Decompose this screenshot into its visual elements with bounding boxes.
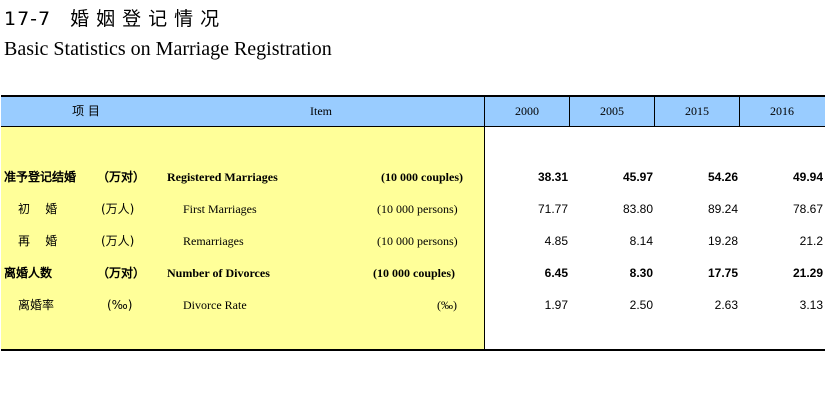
header-divider: [739, 97, 740, 126]
header-divider: [654, 97, 655, 126]
header-year-2000: 2000: [515, 104, 539, 118]
row-label-en: Remarriages: [183, 234, 244, 248]
row-unit-cn: （万对）: [97, 266, 146, 280]
table-row-remarriages: 再 婚 (万人) Remarriages (10 000 persons) 4.…: [1, 230, 825, 252]
value-2005: 83.80: [622, 202, 653, 216]
row-label-en: Divorce Rate: [183, 298, 247, 312]
row-unit-en: (‰): [437, 298, 457, 312]
row-unit-cn: (万人): [101, 202, 135, 216]
row-label-en: Registered Marriages: [167, 170, 278, 184]
value-2015: 19.28: [707, 234, 738, 248]
row-label-cn: 离婚人数: [4, 266, 53, 280]
value-2000: 71.77: [537, 202, 568, 216]
table-row-number-of-divorces: 离婚人数 （万对） Number of Divorces (10 000 cou…: [1, 262, 825, 284]
item-column-panel: [1, 97, 485, 349]
value-2015: 17.75: [707, 266, 738, 280]
header-year-2005: 2005: [600, 104, 624, 118]
row-unit-cn: (‰): [107, 298, 133, 312]
row-unit-en: (10 000 couples): [373, 266, 455, 280]
header-divider: [569, 97, 570, 126]
row-unit-en: (10 000 persons): [377, 234, 458, 248]
value-2016: 78.67: [792, 202, 823, 216]
value-2005: 2.50: [629, 298, 653, 312]
header-year-2016: 2016: [770, 104, 794, 118]
value-2005: 8.14: [629, 234, 653, 248]
table-title-cn: 17-7 婚姻登记情况: [4, 4, 226, 31]
value-2000: 38.31: [537, 170, 568, 184]
row-unit-en: (10 000 persons): [377, 202, 458, 216]
value-2005: 45.97: [622, 170, 653, 184]
row-label-cn: 离婚率: [18, 298, 55, 312]
value-2016: 21.29: [792, 266, 823, 280]
value-2015: 2.63: [714, 298, 738, 312]
table-row-first-marriages: 初 婚 (万人) First Marriages (10 000 persons…: [1, 198, 825, 220]
value-2015: 54.26: [707, 170, 738, 184]
value-2000: 1.97: [544, 298, 568, 312]
row-unit-en: (10 000 couples): [381, 170, 463, 184]
statistics-table: 项 目 Item 2000 2005 2015 2016 准予登记结婚 （万对）…: [1, 95, 825, 351]
value-2015: 89.24: [707, 202, 738, 216]
row-label-cn: 再 婚: [18, 234, 58, 248]
row-unit-cn: （万对）: [97, 170, 146, 184]
table-row-registered-marriages: 准予登记结婚 （万对） Registered Marriages (10 000…: [1, 166, 825, 188]
header-divider: [484, 97, 485, 126]
row-label-cn: 初 婚: [18, 202, 58, 216]
row-label-cn: 准予登记结婚: [4, 170, 77, 184]
table-header-row: 项 目 Item 2000 2005 2015 2016: [1, 97, 825, 127]
value-2016: 21.2: [799, 234, 823, 248]
table-title-chinese: 婚姻登记情况: [70, 8, 227, 30]
value-2016: 3.13: [799, 298, 823, 312]
table-title-en: Basic Statistics on Marriage Registratio…: [4, 38, 332, 60]
header-year-2015: 2015: [685, 104, 709, 118]
row-label-en: First Marriages: [183, 202, 257, 216]
row-unit-cn: (万人): [101, 234, 135, 248]
value-2016: 49.94: [792, 170, 823, 184]
value-2000: 6.45: [544, 266, 568, 280]
table-number: 17-7: [4, 8, 52, 30]
value-2005: 8.30: [629, 266, 653, 280]
row-label-en: Number of Divorces: [167, 266, 270, 280]
table-row-divorce-rate: 离婚率 (‰) Divorce Rate (‰) 1.97 2.50 2.63 …: [1, 294, 825, 316]
header-item-en: Item: [310, 104, 332, 118]
value-2000: 4.85: [544, 234, 568, 248]
header-item-cn: 项 目: [72, 104, 100, 118]
